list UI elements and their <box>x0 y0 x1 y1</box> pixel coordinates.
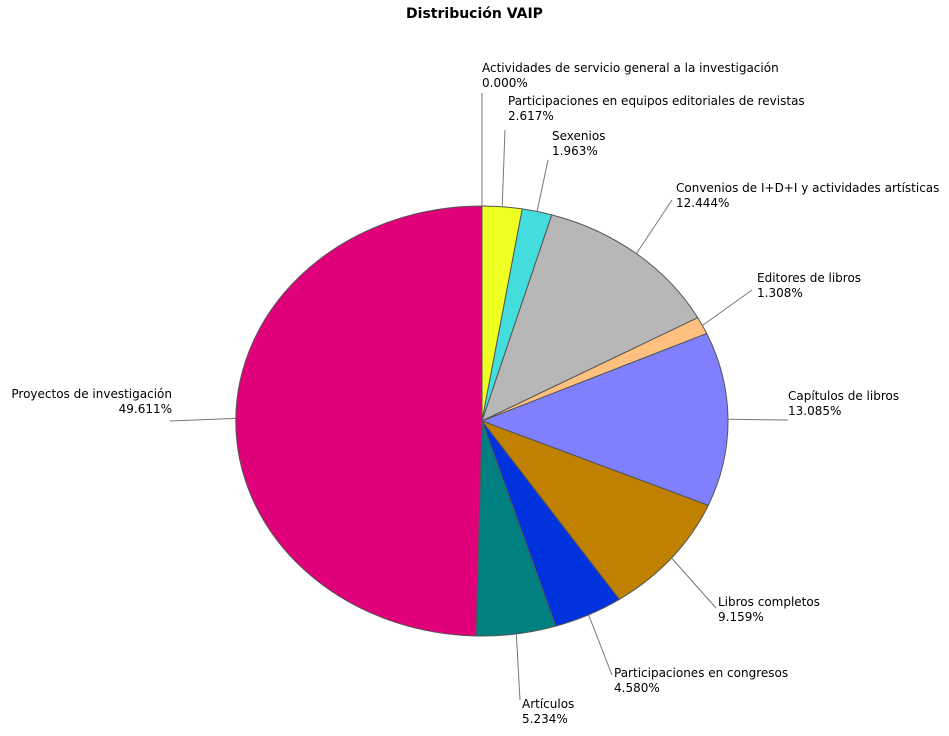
slice-value-4: 12.444% <box>676 196 729 210</box>
slice-label-6: Capítulos de libros <box>788 389 899 403</box>
slice-value-3: 1.963% <box>552 144 598 158</box>
slice-value-8: 4.580% <box>614 681 660 695</box>
slice-value-1: 0.000% <box>482 76 528 90</box>
slice-value-9: 5.234% <box>522 712 568 726</box>
slice-value-7: 9.159% <box>718 610 764 624</box>
pie-labels: Actividades de servicio general a la inv… <box>11 61 939 726</box>
leader-line-10 <box>169 417 237 422</box>
slice-value-5: 1.308% <box>757 286 803 300</box>
leader-line-3 <box>536 159 549 212</box>
leader-line-7 <box>671 557 717 609</box>
leader-line-9 <box>515 633 521 701</box>
chart-title: Distribución VAIP <box>406 6 543 22</box>
slice-label-3: Sexenios <box>552 129 605 143</box>
pie-slice-10 <box>235 205 483 637</box>
slice-value-6: 13.085% <box>788 404 841 418</box>
pie-slice-7 <box>480 419 709 601</box>
slice-label-2: Participaciones en equipos editoriales d… <box>508 94 805 108</box>
leader-line-4 <box>635 199 673 254</box>
slice-value-10: 49.611% <box>119 402 172 416</box>
pie-wedges <box>235 205 729 637</box>
leader-line-6 <box>727 418 789 421</box>
pie-slice-6 <box>480 332 729 506</box>
leader-line-2 <box>501 129 506 207</box>
slice-label-8: Participaciones en congresos <box>614 666 788 680</box>
slice-value-2: 2.617% <box>508 109 554 123</box>
leader-line-8 <box>588 614 613 676</box>
slice-label-5: Editores de libros <box>757 271 861 285</box>
pie-slice-4 <box>481 214 699 422</box>
slice-label-1: Actividades de servicio general a la inv… <box>482 61 779 75</box>
slice-label-7: Libros completos <box>718 595 820 609</box>
slice-label-4: Convenios de I+D+I y actividades artísti… <box>676 181 939 195</box>
leader-line-5 <box>702 289 753 326</box>
slice-label-9: Artículos <box>522 697 574 711</box>
slice-label-10: Proyectos de investigación <box>11 387 172 401</box>
